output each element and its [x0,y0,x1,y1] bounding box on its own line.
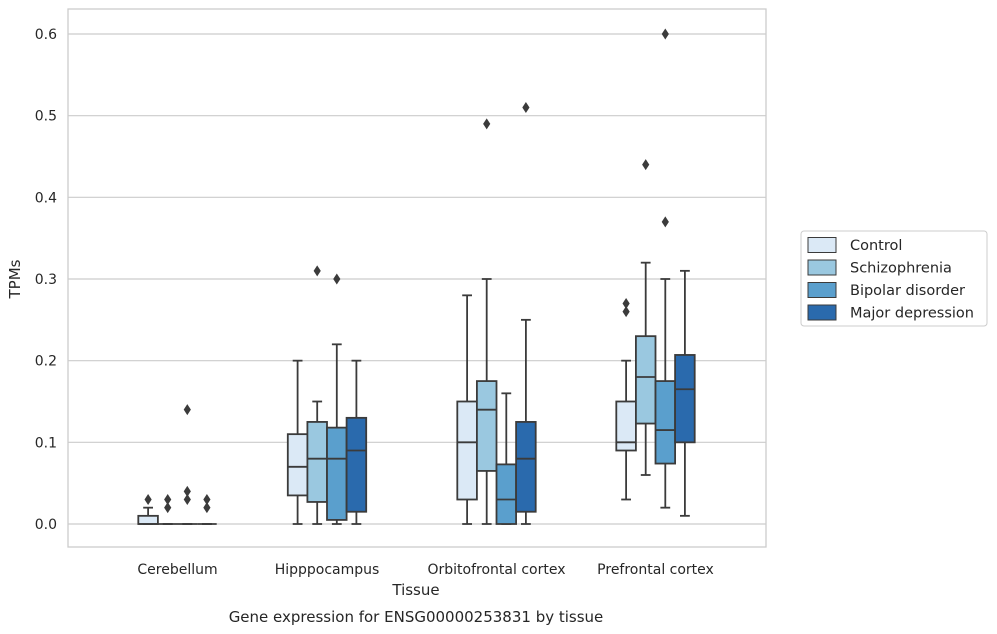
box-control [286,359,309,525]
legend-label: Bipolar disorder [850,283,965,299]
box-body [137,514,159,525]
y-tick-label: 0.5 [35,109,57,125]
box-major-depression [674,269,696,517]
legend: Control Schizophrenia Bipolar disorder Majo… [800,230,988,327]
box-schizophrenia [635,159,657,476]
outlier-point [203,494,211,505]
outlier-point [333,273,341,285]
boxes [137,28,696,525]
box-body [475,380,498,472]
outlier-point [183,404,191,416]
gridlines [68,33,766,525]
box-control [615,298,637,501]
legend-swatch [807,237,837,253]
x-axis-title: Tissue [391,581,439,599]
x-tick-label: Orbitofrontal cortex [428,562,566,578]
legend-label: Control [850,238,902,254]
box-schizophrenia [306,265,328,525]
outlier-point [522,102,530,113]
chart-caption: Gene expression for ENSG00000253831 by t… [229,608,604,626]
x-tick-label: Cerebellum [137,562,217,578]
y-tick-label: 0.0 [35,517,57,533]
outlier-point [164,502,172,514]
y-axis-title: TPMs [6,259,24,299]
legend-swatch [807,282,837,298]
outlier-point [622,298,630,309]
box-schizophrenia [157,494,178,525]
box-major-depression [515,102,537,525]
legend-swatch [807,259,837,276]
legend-frame [800,230,988,327]
outlier-point [144,494,152,505]
box-body [674,354,696,444]
outlier-point [661,216,669,228]
box-major-depression [197,494,217,525]
legend-items: Control Schizophrenia Bipolar disorder Majo… [807,237,974,322]
box-control [137,494,159,525]
box-bipolar-disorder [495,392,518,525]
box-body [515,421,537,513]
box-body [456,400,478,501]
legend-swatch [807,304,837,321]
outlier-point [164,494,172,505]
box-schizophrenia [475,118,498,525]
x-tick-label: Prefrontal cortex [597,562,714,578]
x-tick-label: Hipppocampus [275,562,380,578]
box-bipolar-disorder [326,273,348,525]
outlier-point [183,485,191,497]
box-body [635,335,657,425]
box-body [286,433,309,497]
box-body [615,400,637,452]
outlier-point [313,265,321,277]
box-body [306,421,328,503]
box-body [326,426,348,521]
legend-label: Schizophrenia [850,261,952,277]
box-body [654,380,677,465]
outlier-point [642,159,650,171]
y-tick-label: 0.4 [35,190,57,206]
outlier-point [661,28,669,40]
x-tick-labels: Cerebellum Hipppocampus Orbitofrontal cort… [137,562,713,578]
y-tick-labels: 0.0 0.1 0.2 0.3 0.4 0.5 0.6 [35,27,57,533]
box-bipolar-disorder [654,28,677,509]
y-tick-label: 0.2 [35,354,57,370]
outlier-point [622,306,630,318]
box-control [456,294,478,525]
box-bipolar-disorder [177,404,198,525]
outlier-point [183,494,191,505]
plot-frame [67,8,767,548]
outlier-point [483,118,491,130]
y-tick-label: 0.1 [35,435,57,451]
box-body [345,416,368,513]
y-tick-label: 0.3 [35,272,57,288]
outlier-point [203,502,211,514]
box-major-depression [345,359,368,525]
legend-label: Major depression [850,306,974,322]
box-body [495,463,518,525]
y-tick-label: 0.6 [35,27,57,43]
